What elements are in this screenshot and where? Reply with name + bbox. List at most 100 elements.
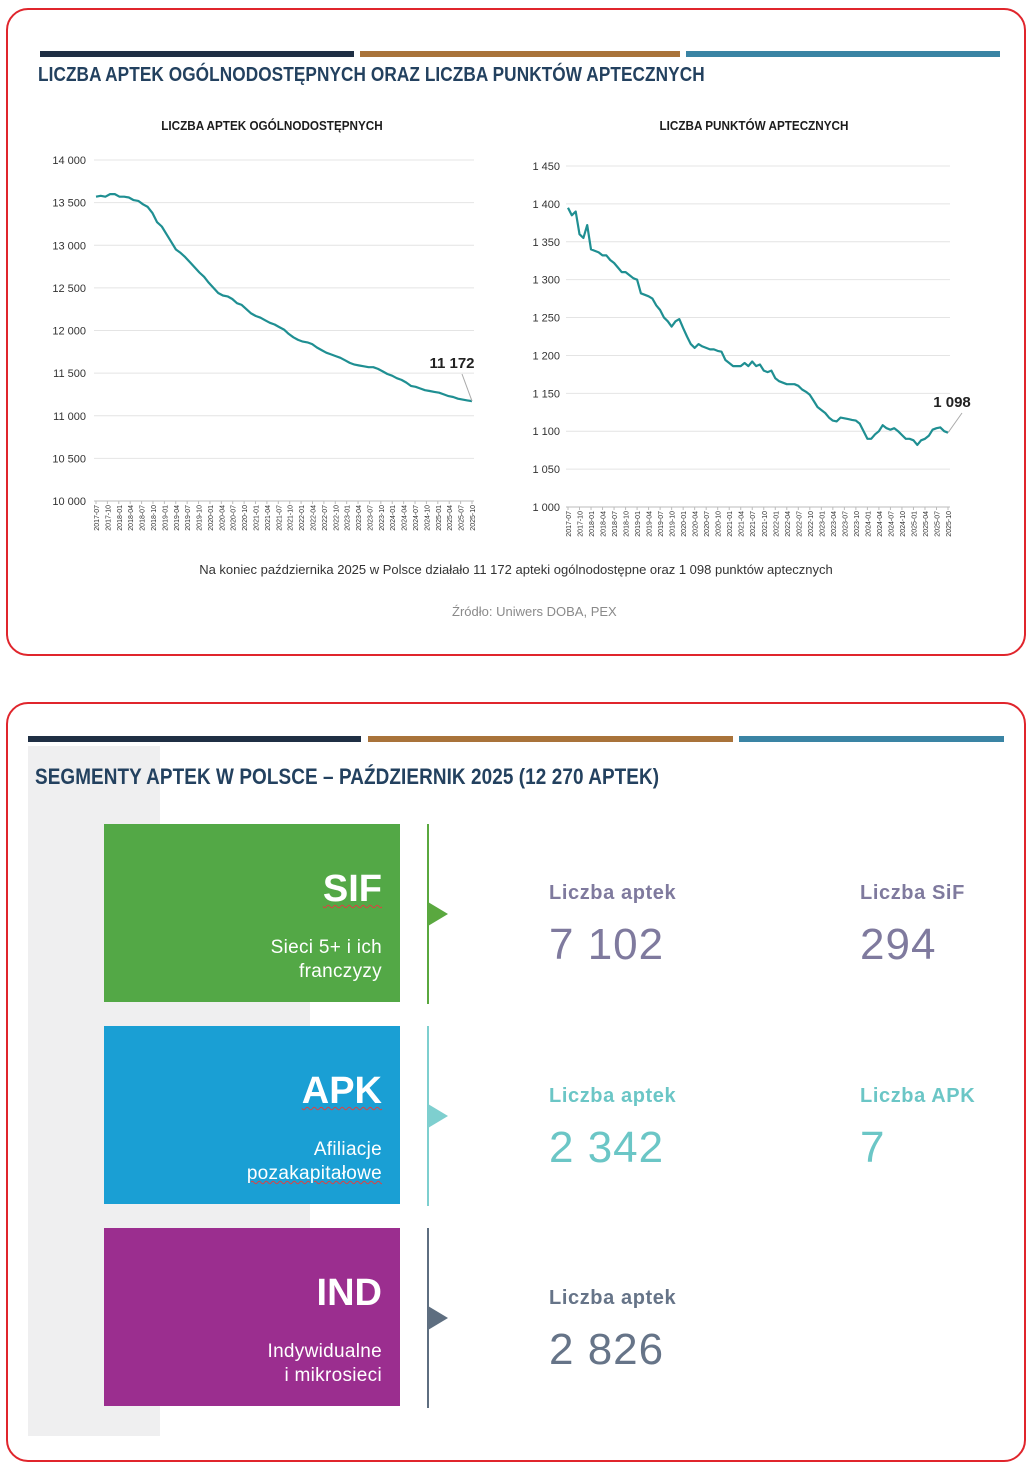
x-tick-label: 2021-01 — [254, 505, 261, 531]
y-tick-label: 1 450 — [532, 161, 560, 173]
y-tick-label: 12 000 — [52, 326, 86, 338]
y-tick-label: 1 100 — [532, 426, 560, 438]
segment-sif-box: SIF Sieci 5+ i ich franczyzy — [104, 824, 400, 1002]
x-tick-label: 2022-10 — [333, 505, 340, 531]
x-tick-label: 2021-01 — [727, 511, 734, 537]
y-tick-label: 12 500 — [52, 283, 86, 295]
y-tick-label: 10 000 — [52, 496, 86, 508]
x-tick-label: 2019-10 — [670, 511, 677, 537]
x-tick-label: 2018-07 — [140, 505, 147, 531]
segment-code: SIF — [322, 868, 382, 910]
x-tick-label: 2020-07 — [704, 511, 711, 537]
x-tick-label: 2020-10 — [716, 511, 723, 537]
summary-note: Na koniec października 2025 w Polsce dzi… — [199, 562, 833, 577]
x-tick-label: 2020-07 — [231, 505, 238, 531]
stat-value-count: 2 342 — [549, 1123, 665, 1172]
x-tick-label: 2024-07 — [888, 511, 895, 537]
x-tick-label: 2019-04 — [174, 505, 181, 531]
x-tick-label: 2025-07 — [459, 505, 466, 531]
x-tick-label: 2025-10 — [470, 505, 477, 531]
header-bar-brown — [360, 51, 680, 57]
x-tick-label: 2018-04 — [128, 505, 135, 531]
stat-value-count: 7 102 — [549, 920, 665, 969]
x-tick-label: 2023-10 — [379, 505, 386, 531]
x-tick-label: 2023-04 — [831, 511, 838, 537]
stat-label-count: Liczba aptek — [549, 882, 677, 904]
series-line — [567, 207, 949, 446]
x-tick-label: 2025-04 — [447, 505, 454, 531]
y-tick-label: 11 500 — [53, 368, 86, 380]
x-tick-label: 2024-10 — [424, 505, 431, 531]
x-tick-label: 2025-04 — [923, 511, 930, 537]
y-tick-label: 1 150 — [532, 388, 560, 400]
x-tick-label: 2024-10 — [900, 511, 907, 537]
x-tick-label: 2025-01 — [911, 511, 918, 537]
x-tick-label: 2021-10 — [762, 511, 769, 537]
segment-desc-line2: franczyzy — [299, 961, 382, 982]
annotation-leader — [461, 373, 473, 402]
header-bar-dark — [28, 736, 361, 742]
y-tick-label: 1 050 — [532, 464, 560, 476]
chart-pharmacies: 10 000 10 500 11 000 11 500 12 000 12 500 13 0… — [52, 155, 477, 531]
stat-label-networks: Liczba SiF — [860, 882, 965, 904]
x-tick-label: 2021-07 — [276, 505, 283, 531]
x-tick-label: 2025-07 — [934, 511, 941, 537]
stat-label-count: Liczba aptek — [549, 1085, 677, 1107]
chart1-title: LICZBA APTEK OGÓLNODOSTĘPNYCH — [161, 118, 383, 133]
y-tick-label: 1 300 — [532, 275, 560, 287]
segment-desc-line2: i mikrosieci — [284, 1365, 382, 1386]
stat-value-networks: 294 — [860, 920, 937, 969]
segment-description: Sieci 5+ i ich franczyzy — [132, 936, 382, 984]
y-tick-label: 1 250 — [532, 313, 560, 325]
series-line — [95, 193, 473, 403]
x-tick-label: 2017-10 — [105, 505, 112, 531]
section1-title: LICZBA APTEK OGÓLNODOSTĘPNYCH ORAZ LICZB… — [38, 64, 705, 86]
source-note: Źródło: Uniwers DOBA, PEX — [452, 604, 617, 619]
y-tick-label: 14 000 — [52, 155, 86, 167]
x-tick-label: 2024-01 — [390, 505, 397, 531]
x-tick-label: 2018-10 — [624, 511, 631, 537]
section2-title: SEGMENTY APTEK W POLSCE – PAŹDZIERNIK 20… — [35, 764, 660, 789]
x-tick-label: 2018-07 — [612, 511, 619, 537]
segment-desc-line1: Afiliacje — [313, 1139, 382, 1160]
x-tick-label: 2019-01 — [635, 511, 642, 537]
stat-value-affiliations: 7 — [860, 1123, 886, 1172]
charts-panel: LICZBA APTEK OGÓLNODOSTĘPNYCH ORAZ LICZB… — [6, 8, 1026, 656]
segment-apk-box: APK Afiliacje pozakapitałowe — [104, 1026, 400, 1204]
y-tick-label: 13 500 — [52, 198, 86, 210]
annotation-leader — [947, 412, 963, 434]
stat-value-count: 2 826 — [549, 1325, 665, 1374]
y-tick-label: 10 500 — [52, 453, 86, 465]
x-tick-label: 2025-10 — [946, 511, 953, 537]
x-tick-label: 2023-10 — [854, 511, 861, 537]
annotation-label: 1 098 — [933, 394, 971, 411]
segment-desc-line1: Sieci 5+ i ich — [270, 937, 382, 958]
x-tick-label: 2023-07 — [842, 511, 849, 537]
x-tick-label: 2023-01 — [345, 505, 352, 531]
chart2-title: LICZBA PUNKTÓW APTECZNYCH — [659, 118, 849, 133]
x-tick-label: 2021-10 — [288, 505, 295, 531]
y-tick-label: 1 000 — [532, 502, 560, 514]
x-tick-label: 2022-07 — [796, 511, 803, 537]
play-arrow-icon — [428, 902, 448, 926]
x-tick-label: 2022-10 — [808, 511, 815, 537]
x-tick-label: 2023-04 — [356, 505, 363, 531]
chart-pharmacy-points: 1 000 1 050 1 100 1 150 1 200 1 250 1 300 1 350… — [532, 161, 971, 537]
x-tick-label: 2020-01 — [208, 505, 215, 531]
x-tick-label: 2025-01 — [436, 505, 443, 531]
segment-desc-line2: pozakapitałowe — [246, 1163, 382, 1184]
header-bar-brown — [368, 736, 733, 742]
x-tick-label: 2021-04 — [739, 511, 746, 537]
x-tick-label: 2017-07 — [566, 511, 573, 537]
annotation-label: 11 172 — [429, 355, 474, 372]
segments-panel: SEGMENTY APTEK W POLSCE – PAŹDZIERNIK 20… — [6, 702, 1026, 1462]
x-tick-label: 2020-10 — [242, 505, 249, 531]
x-tick-label: 2018-01 — [117, 505, 124, 531]
segment-code: IND — [316, 1272, 382, 1314]
segment-code: APK — [301, 1070, 382, 1112]
x-tick-label: 2023-07 — [367, 505, 374, 531]
x-tick-label: 2022-07 — [322, 505, 329, 531]
x-tick-label: 2018-04 — [601, 511, 608, 537]
x-tick-label: 2022-04 — [785, 511, 792, 537]
x-tick-label: 2022-01 — [773, 511, 780, 537]
